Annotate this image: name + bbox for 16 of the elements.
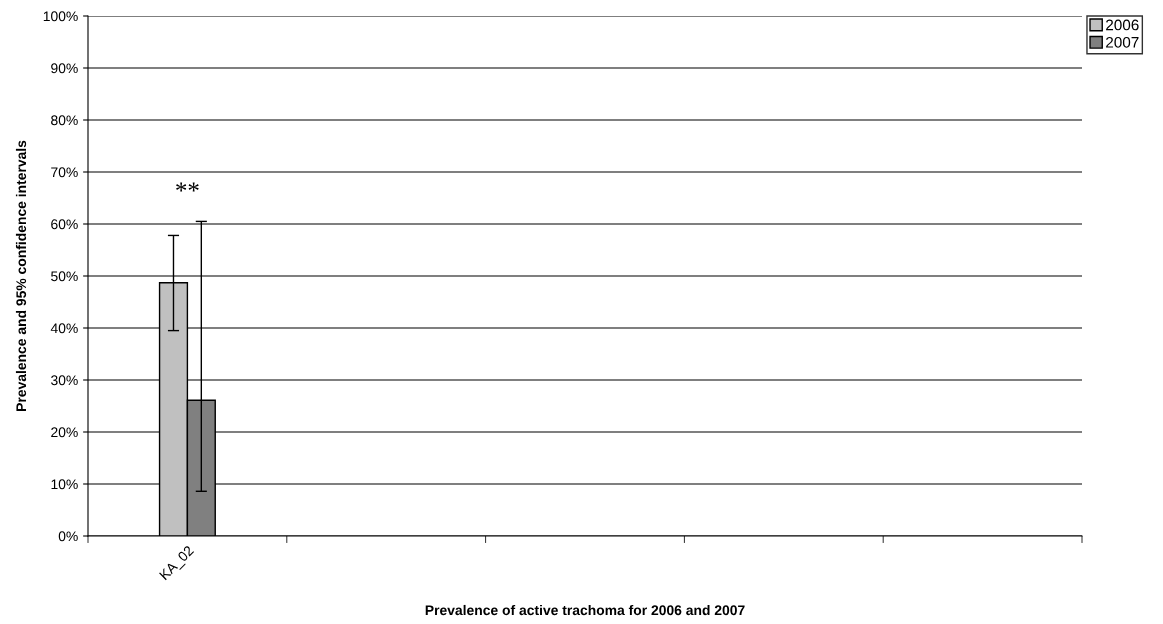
y-tick-label: 50%: [51, 271, 78, 282]
y-tick-label: 10%: [51, 479, 78, 490]
y-tick-label: 100%: [43, 11, 78, 22]
legend-label: 2006: [1106, 19, 1139, 31]
y-tick-label: 40%: [50, 323, 78, 334]
legend-label: 2007: [1106, 36, 1139, 48]
y-tick-label: 30%: [51, 375, 78, 386]
y-tick-label: 60%: [51, 219, 78, 230]
y-tick-label: 80%: [51, 115, 78, 126]
y-axis-title: Prevalence and 95% confidence intervals: [15, 140, 27, 411]
annotation: **: [176, 182, 199, 192]
y-tick-label: 90%: [51, 63, 78, 74]
y-tick-label: 70%: [51, 167, 78, 178]
y-tick-label: 20%: [51, 427, 78, 438]
y-tick-label: 0%: [58, 531, 78, 542]
x-axis-title: Prevalence of active trachoma for 2006 and 2007: [425, 604, 745, 616]
